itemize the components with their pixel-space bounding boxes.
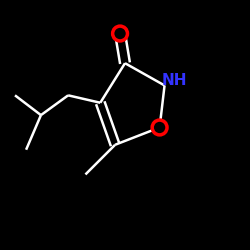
Text: NH: NH [162, 73, 187, 88]
Circle shape [113, 26, 128, 41]
Circle shape [152, 120, 167, 135]
